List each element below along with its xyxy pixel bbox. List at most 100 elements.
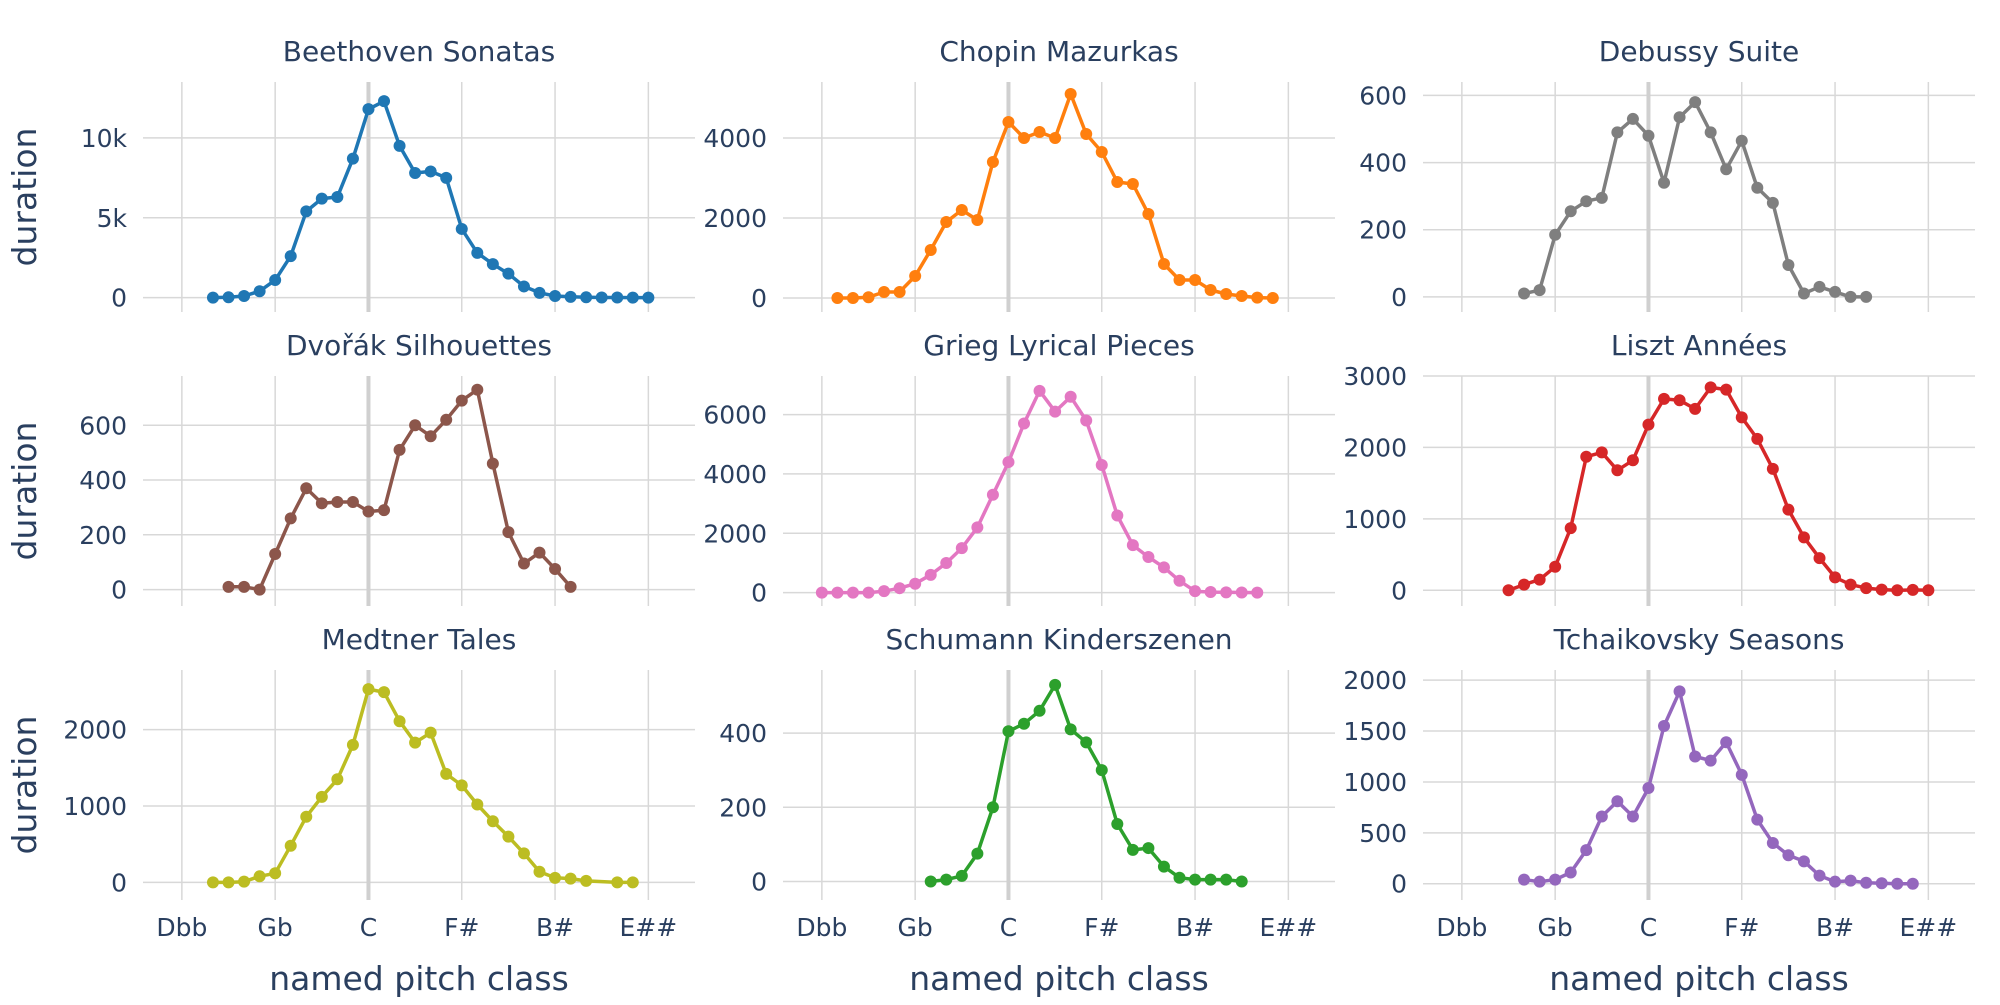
series-line bbox=[1507, 385, 1929, 593]
data-point bbox=[533, 286, 546, 299]
subplot-3: 0 200 400 600 Debussy Suite bbox=[1359, 35, 1975, 312]
data-point bbox=[1642, 782, 1655, 795]
data-point bbox=[1142, 551, 1155, 564]
x-tick-label: F# bbox=[444, 913, 479, 942]
data-point bbox=[222, 580, 235, 593]
data-point bbox=[1111, 509, 1124, 522]
data-point bbox=[564, 290, 577, 303]
data-point bbox=[1549, 873, 1562, 886]
data-point bbox=[455, 222, 468, 235]
data-point bbox=[253, 285, 266, 298]
data-point bbox=[564, 872, 577, 885]
y-tick-label: 1000 bbox=[63, 792, 127, 821]
data-point bbox=[1157, 561, 1170, 574]
x-tick-label: F# bbox=[1724, 913, 1759, 942]
data-point bbox=[1002, 456, 1015, 469]
y-tick-label: 5k bbox=[97, 204, 128, 233]
data-point bbox=[1049, 678, 1062, 691]
subplot-6: 0 1000 2000 3000 Liszt Années bbox=[1343, 329, 1975, 606]
data-point bbox=[1126, 843, 1139, 856]
data-point bbox=[893, 286, 906, 298]
data-point bbox=[1157, 860, 1170, 873]
y-tick-label: 0 bbox=[751, 867, 767, 896]
data-point bbox=[1751, 432, 1764, 445]
data-point bbox=[1642, 418, 1655, 431]
data-point bbox=[971, 521, 984, 534]
x-tick-label: F# bbox=[1084, 913, 1119, 942]
data-point bbox=[1002, 116, 1015, 128]
data-point bbox=[924, 875, 937, 888]
data-point bbox=[1844, 578, 1857, 591]
data-point bbox=[1080, 414, 1093, 427]
data-point bbox=[238, 290, 251, 303]
data-point bbox=[1766, 462, 1779, 475]
data-point bbox=[1095, 764, 1108, 777]
subplot-title: Schumann Kinderszenen bbox=[885, 623, 1232, 656]
data-point bbox=[1720, 163, 1733, 176]
data-point bbox=[986, 488, 999, 501]
data-point bbox=[1906, 877, 1919, 890]
data-point bbox=[1735, 768, 1748, 781]
data-point bbox=[1533, 875, 1546, 888]
x-tick-label: Dbb bbox=[796, 913, 847, 942]
data-point bbox=[1018, 417, 1031, 430]
data-point bbox=[222, 291, 235, 304]
data-point bbox=[1204, 284, 1217, 296]
x-tick-label: C bbox=[360, 913, 377, 942]
data-point bbox=[1875, 877, 1888, 890]
y-axis-title: duration bbox=[5, 128, 44, 267]
data-point bbox=[1157, 258, 1170, 270]
data-point bbox=[1642, 129, 1655, 142]
data-point bbox=[1018, 132, 1031, 144]
data-point bbox=[440, 767, 453, 780]
data-point bbox=[1735, 134, 1748, 147]
series-line bbox=[1523, 100, 1867, 299]
data-point bbox=[1611, 126, 1624, 139]
y-tick-label: 600 bbox=[1359, 81, 1407, 110]
data-point bbox=[440, 171, 453, 184]
data-point bbox=[1595, 191, 1608, 204]
data-point bbox=[955, 869, 968, 882]
data-point bbox=[1658, 392, 1671, 405]
data-point bbox=[549, 290, 562, 303]
subplot-title: Debussy Suite bbox=[1599, 35, 1799, 68]
subplot-7: 0 1000 2000 Medtner Tales Dbb Gb C F# B# E## named… bbox=[5, 623, 695, 998]
series-line bbox=[1523, 689, 1913, 886]
data-point bbox=[486, 815, 499, 828]
data-point bbox=[424, 726, 437, 739]
data-point bbox=[1095, 146, 1108, 158]
data-point bbox=[955, 204, 968, 216]
data-point bbox=[300, 482, 313, 495]
data-point bbox=[533, 865, 546, 878]
data-point bbox=[222, 876, 235, 889]
data-point bbox=[393, 443, 406, 456]
data-point bbox=[269, 274, 282, 287]
data-point bbox=[1658, 176, 1671, 189]
data-point bbox=[1080, 736, 1093, 749]
data-point bbox=[846, 292, 859, 304]
data-point bbox=[1204, 586, 1217, 599]
data-point bbox=[346, 738, 359, 751]
data-point bbox=[300, 205, 313, 218]
subplot-9: 0 500 1000 1500 2000 Tchaikovsky Seasons Dbb Gb… bbox=[1343, 623, 1975, 998]
data-point bbox=[1033, 126, 1046, 138]
data-point bbox=[862, 586, 875, 599]
data-point bbox=[1095, 459, 1108, 472]
subplot-title: Dvořák Silhouettes bbox=[286, 329, 552, 362]
data-point bbox=[909, 270, 922, 282]
data-point bbox=[1564, 205, 1577, 218]
data-point bbox=[1189, 585, 1202, 598]
data-point bbox=[549, 871, 562, 884]
data-point bbox=[424, 165, 437, 178]
y-tick-label: 0 bbox=[1391, 576, 1407, 605]
data-point bbox=[1533, 573, 1546, 586]
data-point bbox=[1720, 736, 1733, 749]
data-point bbox=[424, 430, 437, 443]
data-point bbox=[315, 192, 328, 205]
data-point bbox=[1829, 571, 1842, 584]
data-point bbox=[1142, 208, 1155, 220]
data-point bbox=[971, 847, 984, 860]
data-point bbox=[1595, 446, 1608, 459]
data-point bbox=[1875, 583, 1888, 596]
data-point bbox=[1126, 539, 1139, 552]
